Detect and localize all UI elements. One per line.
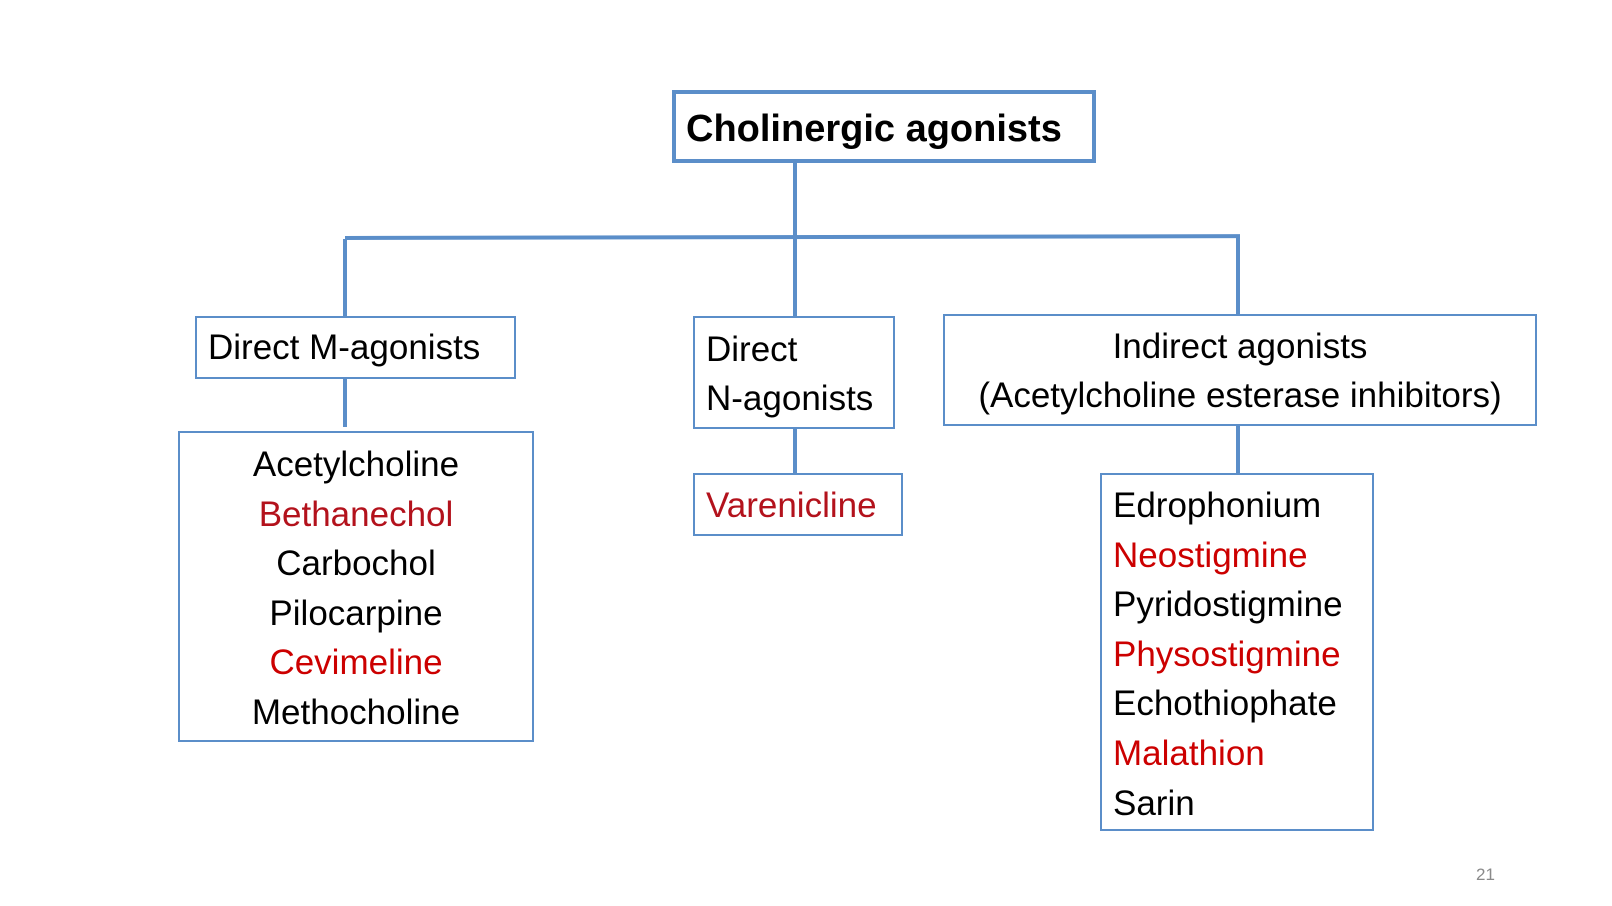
direct-n-agonists-box bbox=[693, 316, 895, 429]
direct-n-drug-list: Varenicline bbox=[706, 481, 877, 531]
indirect-agonists-label-line1: Indirect agonists bbox=[1112, 327, 1368, 366]
drug-neostigmine: Neostigmine bbox=[1113, 535, 1308, 575]
direct-m-agonists-label: Direct M-agonists bbox=[208, 328, 481, 367]
connector-to-direct-m bbox=[343, 239, 347, 317]
connector-root-down bbox=[793, 159, 797, 239]
indirect-agonists-box bbox=[943, 314, 1537, 426]
indirect-drug-list-box bbox=[1100, 473, 1374, 831]
drug-malathion: Malathion bbox=[1113, 733, 1265, 773]
connector-indirect-to-list bbox=[1236, 425, 1240, 475]
direct-n-agonists-label-line1: Direct bbox=[706, 330, 798, 369]
drug-physostigmine: Physostigmine bbox=[1113, 634, 1341, 674]
drug-cevimeline: Cevimeline bbox=[269, 643, 443, 683]
direct-m-drug-list-box bbox=[178, 431, 534, 742]
connector-to-direct-n bbox=[793, 238, 797, 317]
drug-sarin: Sarin bbox=[1113, 783, 1195, 823]
drug-methocholine: Methocholine bbox=[251, 692, 461, 732]
drug-pilocarpine: Pilocarpine bbox=[269, 593, 443, 633]
direct-n-agonists-label-line2: N-agonists bbox=[706, 379, 874, 418]
direct-m-drug-list: Acetylcholine Bethanechol Carbochol Pilo… bbox=[178, 440, 534, 738]
drug-bethanechol: Bethanechol bbox=[258, 494, 454, 534]
connector-to-indirect bbox=[1236, 236, 1240, 315]
direct-n-drug-list-box bbox=[693, 473, 903, 536]
drug-echothiophate: Echothiophate bbox=[1113, 684, 1337, 724]
page-number: 21 bbox=[1476, 865, 1495, 884]
drug-acetylcholine: Acetylcholine bbox=[252, 445, 460, 484]
drug-carbochol: Carbochol bbox=[276, 544, 436, 584]
root-node-box bbox=[672, 90, 1096, 163]
connector-direct-m-to-list bbox=[343, 378, 347, 427]
direct-m-agonists-box bbox=[195, 316, 516, 379]
drug-varenicline: Varenicline bbox=[706, 486, 877, 525]
drug-edrophonium: Edrophonium bbox=[1113, 486, 1322, 525]
indirect-drug-list: Edrophonium Neostigmine Pyridostigmine P… bbox=[1113, 481, 1343, 828]
root-node-label: Cholinergic agonists bbox=[686, 108, 1062, 150]
connector-direct-n-to-list bbox=[793, 427, 797, 476]
drug-pyridostigmine: Pyridostigmine bbox=[1113, 585, 1343, 625]
indirect-agonists-label-line2: (Acetylcholine esterase inhibitors) bbox=[978, 376, 1502, 415]
